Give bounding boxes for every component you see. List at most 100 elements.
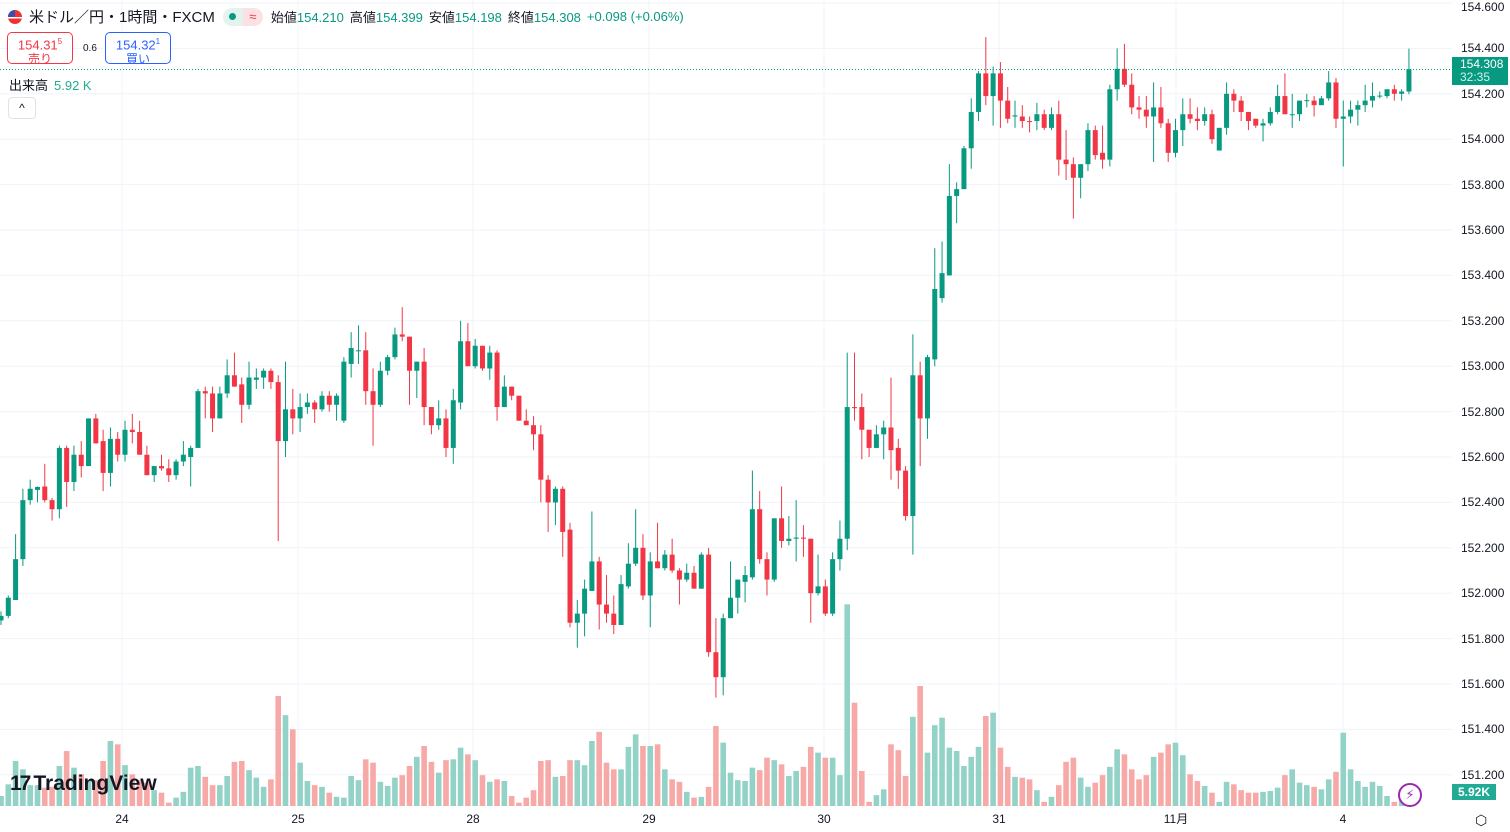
- volume-bar: [173, 797, 179, 806]
- volume-bar: [144, 782, 150, 806]
- candle-body: [1121, 68, 1127, 85]
- volume-bar: [749, 767, 756, 806]
- candle: [1172, 118, 1178, 158]
- candle-body: [706, 554, 712, 653]
- candle: [20, 488, 26, 566]
- candle-body: [1085, 130, 1091, 165]
- us-flag-icon: [8, 9, 22, 24]
- volume-bar: [136, 780, 143, 806]
- candle-body: [137, 432, 143, 455]
- volume-legend[interactable]: 出来高 5.92 K: [9, 75, 92, 94]
- candle-body: [800, 537, 806, 539]
- candle-body: [815, 586, 821, 594]
- symbol-title[interactable]: 米ドル／円・1時間・FXCM: [29, 9, 215, 26]
- candle-body: [479, 345, 485, 369]
- candle: [888, 377, 894, 480]
- candle: [1297, 100, 1303, 122]
- candle-body: [49, 500, 55, 510]
- candle: [1107, 84, 1113, 167]
- price-tick-label: 154.000: [1461, 132, 1505, 147]
- buy-button[interactable]: 154.321 買い: [105, 32, 171, 66]
- candle: [392, 327, 398, 360]
- volume-bar: [1391, 801, 1398, 806]
- price-tick-label: 151.200: [1461, 767, 1505, 782]
- tradingview-logo[interactable]: 17 TradingView: [10, 772, 157, 795]
- candle: [407, 336, 413, 405]
- candle-body: [465, 341, 471, 367]
- candle-body: [1267, 111, 1273, 124]
- candle-body: [742, 575, 748, 582]
- candle-body: [253, 377, 259, 380]
- candle: [910, 334, 916, 555]
- candle: [1369, 82, 1375, 108]
- candle-body: [399, 334, 405, 337]
- sell-button[interactable]: 154.315 売り: [7, 32, 73, 66]
- candle-body: [42, 486, 48, 501]
- volume-bar: [304, 781, 311, 806]
- volume-bar: [195, 766, 201, 806]
- volume-bar: [1114, 749, 1120, 806]
- candle-body: [1143, 109, 1149, 117]
- candle-body: [603, 604, 609, 614]
- candle-body: [939, 273, 945, 299]
- volume-bar: [953, 751, 960, 806]
- candle: [815, 554, 821, 596]
- volume-bar: [421, 746, 427, 806]
- candle: [567, 522, 573, 628]
- candle-body: [793, 537, 799, 539]
- candle: [1245, 111, 1251, 131]
- candle-body: [1100, 152, 1106, 160]
- candle: [1100, 125, 1106, 169]
- candle-body: [129, 429, 135, 433]
- volume-bar: [596, 731, 602, 806]
- volume-bar: [49, 786, 55, 806]
- candle: [1165, 118, 1171, 162]
- candle: [698, 552, 704, 589]
- candle: [1034, 102, 1040, 131]
- candle-body: [1034, 114, 1040, 122]
- volume-bar: [246, 770, 252, 806]
- candle: [990, 66, 996, 126]
- candle: [1019, 105, 1025, 128]
- candle-body: [837, 538, 843, 560]
- candle: [560, 486, 566, 557]
- candle: [93, 413, 99, 444]
- volume-bar: [1325, 779, 1332, 806]
- volume-bar: [939, 717, 945, 806]
- price-tick-label: 152.600: [1461, 450, 1505, 464]
- volume-bar: [362, 759, 369, 806]
- volume-bar: [851, 702, 858, 806]
- volume-bar: [311, 785, 318, 806]
- volume-bar: [734, 780, 741, 806]
- candle-body: [728, 597, 733, 619]
- price-change: +0.098 (+0.06%): [586, 9, 684, 24]
- time-tick-label: 11月: [1163, 812, 1189, 826]
- candle-body: [1202, 114, 1208, 122]
- candle-body: [531, 425, 537, 435]
- market-status-badge[interactable]: ≈: [222, 7, 263, 26]
- candle-body: [341, 361, 347, 421]
- volume-bar: [778, 764, 785, 806]
- lightning-icon[interactable]: ⚡: [1398, 783, 1422, 807]
- candle-body: [822, 586, 828, 614]
- volume-bar: [1362, 786, 1368, 806]
- collapse-legend-button[interactable]: ^: [8, 97, 36, 119]
- candle: [1282, 73, 1288, 115]
- volume-bar: [625, 746, 632, 806]
- candle: [859, 393, 865, 460]
- candle-body: [5, 597, 11, 616]
- settings-icon[interactable]: ⬡: [1475, 812, 1488, 828]
- volume-bar: [465, 754, 471, 806]
- candle-body: [1348, 109, 1354, 117]
- volume-bar: [997, 747, 1004, 806]
- volume-bar: [1099, 775, 1106, 806]
- volume-bar: [333, 796, 340, 806]
- candle: [713, 618, 719, 698]
- price-tick-label: 153.400: [1461, 268, 1505, 283]
- volume-bar: [472, 760, 478, 806]
- candle: [873, 425, 879, 448]
- candle: [983, 37, 989, 106]
- candle: [239, 377, 245, 423]
- volume-bar: [384, 786, 391, 806]
